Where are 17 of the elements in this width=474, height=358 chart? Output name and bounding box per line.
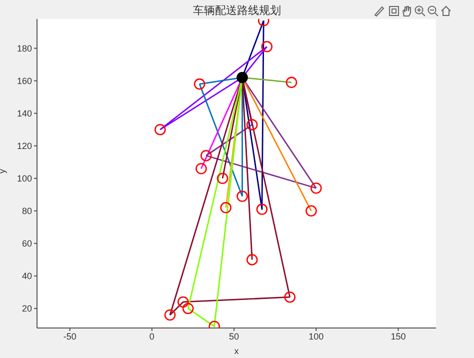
y-tick-label: 80 xyxy=(22,206,32,216)
x-tick-label: 100 xyxy=(308,331,324,342)
y-tick-label: 100 xyxy=(16,174,32,184)
x-tick-label: 0 xyxy=(149,331,154,342)
y-tick-label: 140 xyxy=(16,108,32,119)
y-axis-title: y xyxy=(0,168,8,174)
y-tick-label: 20 xyxy=(22,304,32,314)
y-tick-label: 120 xyxy=(16,141,32,152)
x-axis-title: x xyxy=(234,346,240,356)
x-tick-label: 150 xyxy=(390,331,406,342)
y-tick-label: 40 xyxy=(22,271,32,282)
y-tick-label: 60 xyxy=(22,238,32,249)
y-tick-label: 180 xyxy=(16,43,32,54)
chart-title: 车辆配送路线规划 xyxy=(192,3,282,18)
x-tick-label: -50 xyxy=(63,331,76,342)
x-tick-label: 50 xyxy=(229,331,240,342)
y-tick-label: 160 xyxy=(16,76,32,86)
